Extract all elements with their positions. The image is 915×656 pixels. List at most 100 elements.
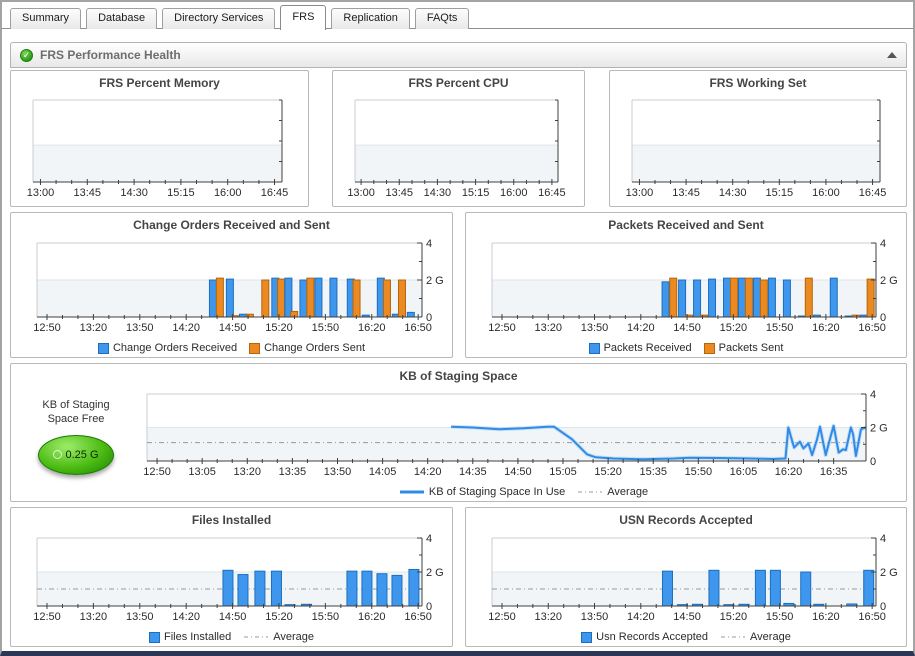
svg-text:16:20: 16:20 bbox=[775, 466, 803, 478]
legend-label: Average bbox=[750, 631, 791, 643]
svg-text:16:45: 16:45 bbox=[261, 187, 289, 199]
legend-label: Change Orders Received bbox=[112, 342, 238, 354]
legend-label: KB of Staging Space In Use bbox=[428, 486, 566, 498]
svg-text:16:50: 16:50 bbox=[858, 322, 886, 334]
svg-text:14:50: 14:50 bbox=[673, 611, 701, 623]
usn-records-accepted-canvas: 12:50 13:20 13:50 14:20 14:50 15:20 15:50 16:20… bbox=[488, 533, 898, 623]
svg-text:13:20: 13:20 bbox=[534, 322, 562, 334]
chart-title: KB of Staging Space bbox=[399, 369, 518, 383]
svg-text:13:50: 13:50 bbox=[126, 611, 154, 623]
svg-text:14:50: 14:50 bbox=[504, 466, 532, 478]
svg-text:15:20: 15:20 bbox=[594, 466, 622, 478]
svg-text:13:05: 13:05 bbox=[188, 466, 216, 478]
legend-swatch-icon bbox=[148, 631, 160, 643]
staging-body: KB of Staging Space Free 0.25 G 12:50 13:… bbox=[11, 389, 906, 501]
panel-frs-percent-memory: FRS Percent Memory 13:00 13:45 14:30 15:15 1… bbox=[10, 70, 309, 207]
svg-text:15:20: 15:20 bbox=[265, 322, 293, 334]
svg-text:13:50: 13:50 bbox=[324, 466, 352, 478]
svg-text:15:50: 15:50 bbox=[312, 322, 340, 334]
svg-text:16:05: 16:05 bbox=[730, 466, 758, 478]
legend-label: Packets Received bbox=[603, 342, 692, 354]
chart-title: Packets Received and Sent bbox=[608, 218, 764, 232]
packets-received-and-sent-canvas: 12:50 13:20 13:50 14:20 14:50 15:20 15:50 16:20… bbox=[488, 238, 898, 334]
usn-records-legend: Usn Records Accepted Average bbox=[466, 628, 906, 646]
frs-percent-cpu-chart: 13:00 13:45 14:30 15:15 16:00 16:45 bbox=[333, 96, 584, 206]
green-check-icon: ✓ bbox=[20, 48, 33, 62]
legend-swatch-icon bbox=[249, 342, 261, 354]
frs-working-set-canvas: 13:00 13:45 14:30 15:15 16:00 16:45 bbox=[626, 99, 887, 199]
svg-text:16:20: 16:20 bbox=[812, 611, 840, 623]
svg-text:2 G: 2 G bbox=[426, 567, 444, 579]
svg-text:13:20: 13:20 bbox=[80, 322, 108, 334]
legend-swatch-icon bbox=[703, 342, 715, 354]
tab-summary[interactable]: Summary bbox=[10, 8, 82, 29]
svg-text:15:20: 15:20 bbox=[720, 611, 748, 623]
svg-text:16:45: 16:45 bbox=[859, 187, 887, 199]
svg-text:12:50: 12:50 bbox=[33, 611, 61, 623]
svg-text:13:50: 13:50 bbox=[126, 322, 154, 334]
svg-text:14:20: 14:20 bbox=[627, 322, 655, 334]
tab-database[interactable]: Database bbox=[86, 8, 158, 29]
svg-text:13:20: 13:20 bbox=[534, 611, 562, 623]
svg-text:13:50: 13:50 bbox=[581, 322, 609, 334]
usn-records-chart: 12:50 13:20 13:50 14:20 14:50 15:20 15:50 16:20… bbox=[466, 533, 906, 628]
tab-replication[interactable]: Replication bbox=[331, 8, 410, 29]
legend-dash-icon bbox=[578, 491, 603, 493]
legend-item: KB of Staging Space In Use bbox=[399, 486, 565, 498]
svg-text:16:20: 16:20 bbox=[358, 322, 386, 334]
svg-text:14:20: 14:20 bbox=[172, 611, 200, 623]
svg-text:13:45: 13:45 bbox=[74, 187, 102, 199]
svg-text:15:15: 15:15 bbox=[167, 187, 195, 199]
legend-swatch-icon bbox=[97, 342, 109, 354]
gauge-label: KB of Staging Space Free bbox=[42, 399, 110, 425]
panel-frs-percent-cpu: FRS Percent CPU 13:00 13:45 14:30 15:15 16:0… bbox=[332, 70, 585, 207]
svg-text:16:50: 16:50 bbox=[404, 322, 432, 334]
change-orders-chart: 12:50 13:20 13:50 14:20 14:50 15:20 15:50 16:20… bbox=[11, 238, 452, 339]
tab-faqts[interactable]: FAQts bbox=[414, 8, 470, 29]
legend-item: Average bbox=[243, 631, 314, 643]
change-orders-received-and-sent-canvas: 12:50 13:20 13:50 14:20 14:50 15:20 15:50 16:20… bbox=[33, 238, 443, 334]
panel-packets: Packets Received and Sent 12:50 13:20 13:5… bbox=[465, 212, 907, 358]
svg-text:14:50: 14:50 bbox=[219, 322, 247, 334]
legend-label: Files Installed bbox=[163, 631, 232, 643]
tab-directory-services[interactable]: Directory Services bbox=[162, 8, 276, 29]
frs-percent-cpu-canvas: 13:00 13:45 14:30 15:15 16:00 16:45 bbox=[347, 99, 566, 199]
svg-text:16:00: 16:00 bbox=[812, 187, 840, 199]
legend-swatch-icon bbox=[588, 342, 600, 354]
svg-text:15:50: 15:50 bbox=[766, 322, 794, 334]
svg-text:13:35: 13:35 bbox=[279, 466, 307, 478]
svg-text:15:50: 15:50 bbox=[685, 466, 713, 478]
chart-title: FRS Percent CPU bbox=[408, 76, 509, 90]
bars bbox=[222, 568, 420, 607]
panel-kb-staging-space: KB of Staging Space KB of Staging Space … bbox=[10, 363, 907, 502]
tab-frs[interactable]: FRS bbox=[280, 5, 327, 30]
legend-item: Average bbox=[720, 631, 791, 643]
files-installed-canvas: 12:50 13:20 13:50 14:20 14:50 15:20 15:50 16:20… bbox=[33, 533, 444, 623]
svg-text:15:15: 15:15 bbox=[462, 187, 490, 199]
svg-text:16:00: 16:00 bbox=[500, 187, 528, 199]
collapse-arrow-icon[interactable] bbox=[887, 52, 897, 58]
svg-text:15:15: 15:15 bbox=[766, 187, 794, 199]
svg-text:15:50: 15:50 bbox=[766, 611, 794, 623]
svg-text:14:35: 14:35 bbox=[459, 466, 487, 478]
legend-item: Average bbox=[577, 486, 648, 498]
kb-of-staging-space-canvas: 12:50 13:05 13:20 13:35 13:50 14:05 14:20 14:35… bbox=[143, 389, 887, 478]
svg-text:0: 0 bbox=[880, 601, 886, 613]
change-orders-legend: Change Orders Received Change Orders Sent bbox=[11, 339, 452, 357]
svg-text:13:45: 13:45 bbox=[385, 187, 413, 199]
packets-chart: 12:50 13:20 13:50 14:20 14:50 15:20 15:50 16:20… bbox=[466, 238, 906, 339]
svg-text:4: 4 bbox=[880, 533, 886, 545]
panel-frs-working-set: FRS Working Set 13:00 13:45 14:30 15:15 16:0… bbox=[609, 70, 907, 207]
svg-text:16:35: 16:35 bbox=[820, 466, 848, 478]
chart-title: FRS Percent Memory bbox=[99, 76, 220, 90]
svg-text:16:50: 16:50 bbox=[404, 611, 432, 623]
legend-item: Usn Records Accepted bbox=[581, 631, 708, 643]
svg-text:13:00: 13:00 bbox=[626, 187, 654, 199]
svg-text:15:20: 15:20 bbox=[265, 611, 293, 623]
svg-text:16:45: 16:45 bbox=[538, 187, 566, 199]
svg-text:0: 0 bbox=[880, 312, 886, 324]
svg-text:15:50: 15:50 bbox=[312, 611, 340, 623]
gauge-value: 0.25 G bbox=[65, 448, 99, 461]
svg-text:13:50: 13:50 bbox=[581, 611, 609, 623]
legend-item: Files Installed bbox=[148, 631, 232, 643]
